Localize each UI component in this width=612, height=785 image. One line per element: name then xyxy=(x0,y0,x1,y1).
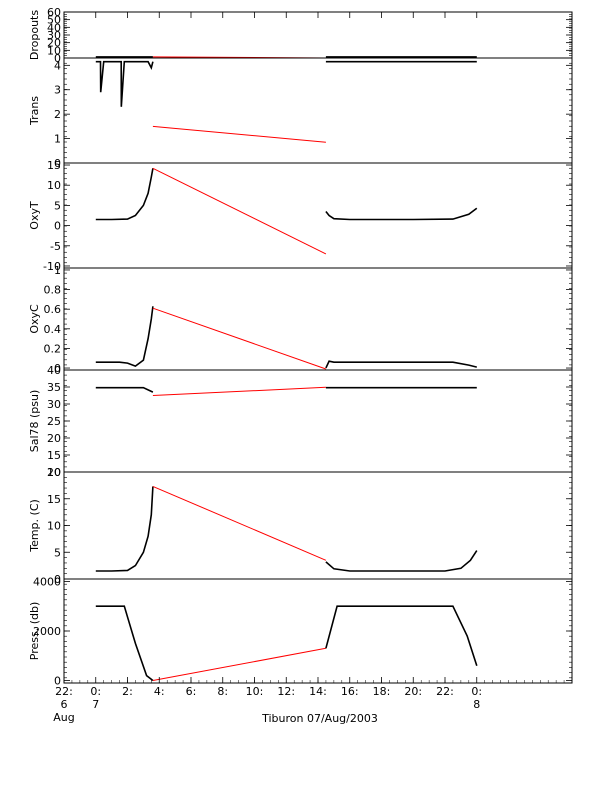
y-tick-label: 35 xyxy=(47,381,61,394)
panel-frame xyxy=(63,57,573,164)
panel-frame xyxy=(63,578,573,684)
y-axis-label: Sal78 (psu) xyxy=(28,390,41,453)
y-tick-label: 50 xyxy=(47,14,61,27)
y-tick-label: 60 xyxy=(47,6,61,19)
y-tick-label: 0.2 xyxy=(44,342,62,355)
y-tick-label: 5 xyxy=(54,546,61,559)
data-line xyxy=(95,306,154,368)
interpolated-line xyxy=(152,386,326,396)
panel-7: 0 2000 4000 Press. (db) xyxy=(28,575,573,688)
y-axis-label: Dropouts xyxy=(28,10,41,60)
y-tick-label: 0 xyxy=(54,220,61,233)
y-tick-label: 30 xyxy=(47,398,61,411)
y-tick-label: 4 xyxy=(54,59,61,72)
x-tick-label: 14: xyxy=(309,685,327,698)
panel-3: -10 -5 0 5 10 15 OxyT xyxy=(28,159,573,273)
x-tick-label: 22: xyxy=(436,685,454,698)
y-axis-label: Trans xyxy=(28,96,41,126)
data-line xyxy=(95,386,154,393)
x-tick-label: 0: xyxy=(471,685,482,698)
y-tick-label: 0 xyxy=(54,362,61,375)
y-tick-label: -10 xyxy=(43,260,61,273)
data-line xyxy=(95,168,154,221)
panel-frame xyxy=(63,267,573,371)
x-tick-label: 0: xyxy=(90,685,101,698)
y-tick-label: 15 xyxy=(47,493,61,506)
y-tick-label: 0 xyxy=(54,675,61,688)
x-tick-label: 10: xyxy=(246,685,264,698)
y-tick-label: 40 xyxy=(47,364,61,377)
panel-4: 0 0.2 0.4 0.6 0.8 1 OxyC xyxy=(28,264,573,375)
y-tick-label: 40 xyxy=(47,21,61,34)
data-line xyxy=(325,605,478,666)
y-axis-label: OxyC xyxy=(28,304,41,334)
y-tick-label: 5 xyxy=(54,199,61,212)
y-tick-label: 10 xyxy=(47,466,61,479)
interpolated-line xyxy=(152,167,327,255)
x-tick-label: 2: xyxy=(122,685,133,698)
y-tick-label: 20 xyxy=(47,466,61,479)
y-tick-label: 0.8 xyxy=(44,284,62,297)
interpolated-line xyxy=(152,485,327,561)
x-tick-label: 6 xyxy=(61,698,68,711)
x-tick-label: 12: xyxy=(277,685,295,698)
y-tick-label: 4000 xyxy=(33,575,61,588)
y-tick-label: 20 xyxy=(47,432,61,445)
y-tick-label: 20 xyxy=(47,37,61,50)
interpolated-line xyxy=(152,647,326,681)
y-tick-label: 2000 xyxy=(33,625,61,638)
y-axis-label: OxyT xyxy=(28,201,41,230)
data-line xyxy=(95,605,154,682)
x-tick-label: 16: xyxy=(341,685,359,698)
x-tick-label: 4: xyxy=(154,685,165,698)
y-axis-label: Press. (db) xyxy=(28,602,41,661)
y-tick-label: 0.6 xyxy=(44,303,62,316)
data-line xyxy=(95,486,154,572)
y-tick-label: 0.4 xyxy=(44,323,62,336)
panels: 0102030405060Dropouts01234Trans-10-50510… xyxy=(28,6,573,688)
interpolated-line xyxy=(152,125,326,143)
y-tick-label: 30 xyxy=(47,29,61,42)
y-tick-label: 1 xyxy=(54,264,61,277)
y-tick-label: 10 xyxy=(47,179,61,192)
y-tick-label: 25 xyxy=(47,415,61,428)
panel-frame xyxy=(63,11,573,59)
y-axis-label: Temp. (C) xyxy=(28,499,41,553)
y-tick-label: 10 xyxy=(47,44,61,57)
chart-title: Tiburon 07/Aug/2003 xyxy=(261,712,378,725)
panel-frame xyxy=(63,471,573,580)
x-tick-label: 18: xyxy=(373,685,391,698)
x-tick-label: 7 xyxy=(92,698,99,711)
data-line xyxy=(325,207,478,221)
y-tick-label: 0 xyxy=(54,573,61,586)
x-tick-label: 20: xyxy=(404,685,422,698)
x-tick-label: 8: xyxy=(217,685,228,698)
y-tick-label: 2 xyxy=(54,108,61,121)
y-tick-label: 1 xyxy=(54,133,61,146)
panel-6: 0 5 10 15 20 Temp. (C) xyxy=(28,466,573,586)
panel-5: 10 15 20 25 30 35 40 Sal78 (psu) xyxy=(28,364,573,479)
x-tick-label: 6: xyxy=(186,685,197,698)
interpolated-line xyxy=(152,307,327,370)
panel-frame xyxy=(63,369,573,473)
x-tick-label: 8 xyxy=(473,698,480,711)
panel-frame xyxy=(63,162,573,269)
data-line xyxy=(95,60,154,107)
y-tick-label: 3 xyxy=(54,84,61,97)
x-tick-label: 22: xyxy=(55,685,73,698)
data-line xyxy=(325,360,477,369)
y-tick-label: -5 xyxy=(50,240,61,253)
y-tick-label: 0 xyxy=(54,157,61,170)
y-tick-label: 0 xyxy=(54,52,61,65)
y-tick-label: 10 xyxy=(47,520,61,533)
x-tick-label: Aug xyxy=(53,711,74,724)
y-tick-label: 15 xyxy=(47,159,61,172)
data-line xyxy=(325,550,478,572)
y-tick-label: 15 xyxy=(47,449,61,462)
panel-2: 0 1 2 3 4 Trans xyxy=(28,57,573,170)
